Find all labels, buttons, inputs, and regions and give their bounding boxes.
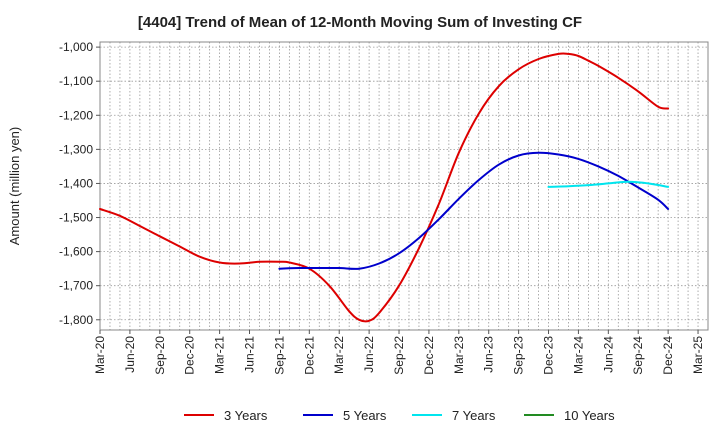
- x-tick-label: Sep-23: [512, 336, 526, 375]
- x-tick-label: Mar-25: [691, 336, 705, 374]
- legend-label: 5 Years: [343, 408, 387, 423]
- series-group: [99, 52, 670, 323]
- y-tick-label: -1,400: [59, 176, 93, 190]
- x-tick-label: Dec-22: [422, 336, 436, 375]
- x-axis-ticks: Mar-20 Jun-20 Sep-20 Dec-20 Mar-21 Jun-21 Sep-…: [93, 330, 705, 375]
- y-axis-ticks: -1,000 -1,100 -1,200 -1,300 -1,400 -1,500 -1,6…: [59, 40, 100, 327]
- gridlines: [99, 42, 709, 330]
- x-tick-label: Mar-23: [452, 336, 466, 374]
- x-tick-label: Jun-21: [243, 336, 257, 373]
- x-tick-label: Jun-23: [482, 336, 496, 373]
- series-line-3-years: [99, 52, 670, 323]
- legend-label: 7 Years: [452, 408, 496, 423]
- y-tick-label: -1,600: [59, 245, 93, 259]
- y-tick-label: -1,800: [59, 313, 93, 327]
- x-tick-label: Jun-20: [123, 336, 137, 373]
- y-tick-label: -1,200: [59, 108, 93, 122]
- x-tick-label: Dec-23: [542, 336, 556, 375]
- series-line-7-years: [547, 180, 670, 188]
- y-tick-label: -1,700: [59, 279, 93, 293]
- x-tick-label: Sep-24: [631, 336, 645, 375]
- chart-title: [4404] Trend of Mean of 12-Month Moving …: [137, 14, 583, 31]
- y-tick-label: -1,100: [59, 74, 93, 88]
- x-tick-label: Sep-20: [153, 336, 167, 375]
- legend: 3 Years 5 Years 7 Years 10 Years: [184, 408, 615, 423]
- x-tick-label: Dec-21: [302, 336, 316, 375]
- x-tick-label: Mar-21: [213, 336, 227, 374]
- x-tick-label: Mar-20: [93, 336, 107, 374]
- y-tick-label: -1,300: [59, 142, 93, 156]
- x-tick-label: Dec-20: [183, 336, 197, 375]
- legend-label: 3 Years: [224, 408, 268, 423]
- x-tick-label: Jun-22: [362, 336, 376, 373]
- x-tick-label: Sep-21: [272, 336, 286, 375]
- legend-label: 10 Years: [564, 408, 615, 423]
- y-axis-label: Amount (million yen): [7, 127, 22, 246]
- x-tick-label: Dec-24: [661, 336, 675, 375]
- series-line-5-years: [278, 151, 670, 270]
- x-tick-label: Sep-22: [392, 336, 406, 375]
- plot-area: [99, 41, 709, 331]
- x-tick-label: Mar-22: [332, 336, 346, 374]
- x-tick-label: Mar-24: [571, 336, 585, 374]
- y-tick-label: -1,000: [59, 40, 93, 54]
- y-tick-label: -1,500: [59, 211, 93, 225]
- x-tick-label: Jun-24: [601, 336, 615, 373]
